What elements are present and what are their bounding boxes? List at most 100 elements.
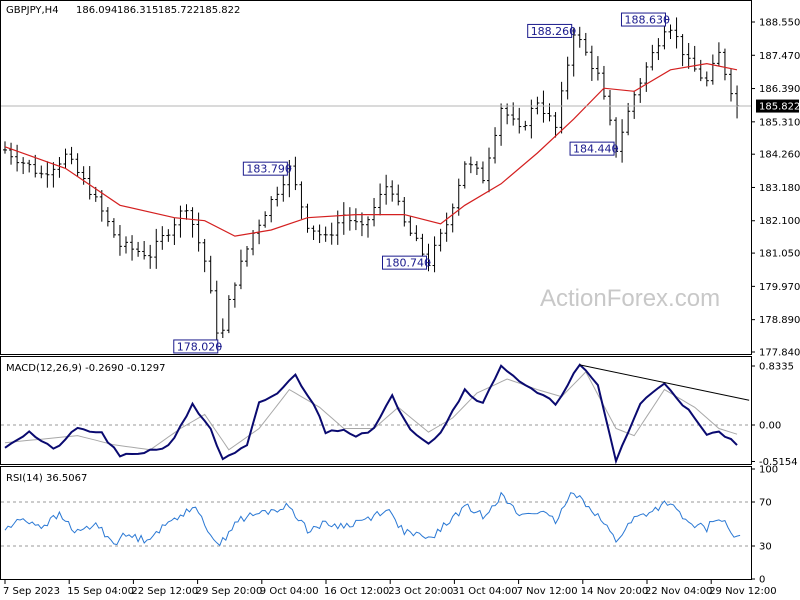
price-bar: [559, 81, 564, 134]
price-bar: [729, 69, 733, 102]
price-bar: [632, 90, 637, 119]
svg-text:186.390: 186.390: [759, 84, 800, 95]
macd-signal-line: [4, 371, 738, 451]
svg-text:23 Oct 20:00: 23 Oct 20:00: [388, 586, 453, 597]
price-bar: [722, 48, 727, 81]
svg-text:22 Sep 12:00: 22 Sep 12:00: [131, 586, 198, 597]
price-bar: [626, 102, 631, 136]
price-bar: [577, 26, 582, 48]
price-bar: [378, 183, 383, 216]
price-annotation: 188.260: [527, 23, 576, 38]
svg-text:185.822: 185.822: [759, 102, 800, 113]
price-bar: [51, 162, 56, 188]
price-bar: [323, 226, 328, 242]
macd-y-tick: 0.8335: [751, 362, 794, 373]
price-bar: [353, 208, 358, 231]
svg-text:70: 70: [759, 498, 772, 509]
macd-line: [4, 363, 738, 465]
price-bar: [366, 216, 370, 238]
price-bar: [535, 96, 540, 115]
price-bar: [57, 157, 62, 178]
price-bar: [226, 295, 231, 334]
price-bar: [69, 146, 74, 165]
price-y-tick: 178.890: [751, 315, 800, 326]
macd-trendline: [579, 364, 750, 401]
svg-text:181.050: 181.050: [759, 249, 800, 260]
svg-text:-0.5154: -0.5154: [759, 457, 798, 468]
rsi-layer: [1, 491, 751, 547]
price-bar: [130, 235, 135, 261]
price-bar: [81, 166, 86, 185]
svg-text:188.550: 188.550: [759, 18, 800, 29]
price-bar: [614, 117, 619, 158]
price-y-tick: 187.470: [751, 51, 800, 62]
svg-text:7 Nov 12:00: 7 Nov 12:00: [517, 586, 578, 597]
price-bar: [499, 103, 504, 146]
macd-panel-frame: [0, 356, 752, 465]
price-bar: [275, 186, 280, 207]
svg-text:184.440: 184.440: [573, 143, 619, 156]
axis-layer: 188.550 187.470 186.390 185.310 184.260 183.1…: [3, 18, 800, 598]
price-bar: [408, 216, 413, 236]
last-price-badge: 185.822: [756, 99, 800, 113]
price-bar: [474, 161, 479, 175]
macd-layer: [1, 363, 751, 465]
rsi-line: [4, 491, 741, 547]
price-bar: [347, 207, 352, 231]
price-bar: [75, 153, 80, 177]
price-bar: [505, 103, 510, 125]
price-bar: [493, 127, 498, 164]
svg-text:14 Nov 20:00: 14 Nov 20:00: [581, 586, 648, 597]
price-bar: [674, 17, 679, 49]
price-bar: [105, 207, 110, 227]
svg-text:16 Oct 12:00: 16 Oct 12:00: [324, 586, 389, 597]
price-bar: [638, 78, 643, 103]
price-bar: [710, 54, 715, 85]
svg-text:178.020: 178.020: [177, 340, 223, 353]
price-bar: [553, 112, 558, 138]
price-bar: [9, 142, 14, 165]
price-bar: [27, 159, 32, 173]
price-bar: [136, 241, 141, 257]
price-bar: [662, 22, 667, 50]
price-bar: [680, 34, 685, 67]
svg-text:0.8335: 0.8335: [759, 362, 794, 373]
price-bar: [698, 59, 703, 82]
price-annotation: 183.790: [242, 161, 292, 176]
price-annotation: 184.440: [569, 141, 619, 156]
svg-text:15 Sep 04:00: 15 Sep 04:00: [67, 586, 134, 597]
price-bar: [644, 62, 649, 92]
price-bar: [287, 159, 292, 198]
svg-text:29 Sep 20:00: 29 Sep 20:00: [196, 586, 263, 597]
price-bar: [299, 181, 304, 219]
price-bar: [444, 212, 449, 242]
price-bar: [142, 240, 147, 260]
svg-text:0: 0: [759, 575, 765, 586]
price-bar: [650, 44, 655, 71]
price-annotation: 180.740: [382, 255, 431, 270]
macd-title: MACD(12,26,9) -0.2690 -0.1297: [6, 363, 166, 374]
price-panel-frame: [0, 0, 752, 355]
price-bar: [372, 197, 377, 227]
price-bar: [214, 280, 219, 344]
price-bar: [716, 42, 721, 66]
x-tick: 22 Nov 04:00: [645, 580, 712, 597]
svg-text:182.100: 182.100: [759, 216, 800, 227]
price-bar: [190, 207, 195, 238]
price-bar: [329, 222, 334, 245]
price-bar: [414, 225, 419, 242]
price-bar: [608, 90, 612, 126]
x-tick: 7 Sep 2023: [3, 580, 60, 597]
price-bar: [87, 166, 92, 200]
price-bar: [33, 154, 38, 178]
svg-text:178.890: 178.890: [759, 315, 800, 326]
price-bar: [432, 236, 437, 273]
price-bar: [529, 99, 534, 139]
price-bar: [39, 165, 44, 179]
svg-text:187.470: 187.470: [759, 51, 800, 62]
price-bar: [595, 56, 600, 81]
price-y-tick: 186.390: [751, 84, 800, 95]
watermark: ActionForex.com: [540, 285, 720, 312]
price-bar: [426, 243, 431, 272]
